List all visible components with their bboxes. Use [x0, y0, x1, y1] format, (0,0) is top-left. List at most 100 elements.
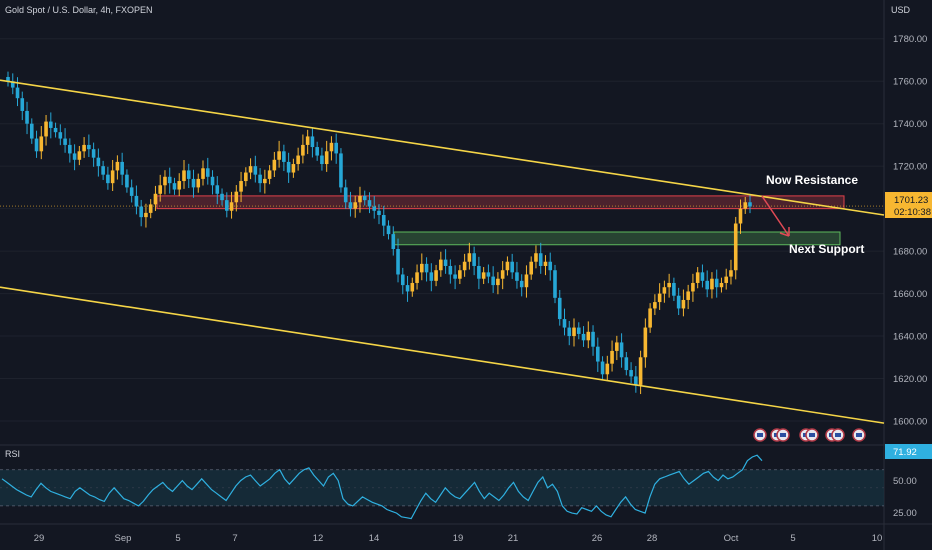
candle-body [700, 272, 705, 281]
support-label[interactable]: Next Support [789, 242, 864, 256]
countdown-value: 02:10:38 [894, 207, 931, 218]
event-flag-stripe [809, 433, 815, 437]
candle-body [448, 265, 453, 275]
candle-body [524, 274, 529, 288]
price-tick-label: 1740.00 [893, 119, 927, 130]
rsi-tick-25: 25.00 [893, 508, 917, 519]
channel-upper-line[interactable] [0, 79, 885, 216]
candle-body [400, 274, 405, 286]
rsi-value-badge-bg [885, 444, 932, 459]
candle-body [591, 331, 595, 347]
candle-body [610, 350, 614, 364]
candle-body [196, 178, 201, 188]
candle-body [481, 272, 486, 279]
candle-body [714, 278, 719, 288]
candle-body [496, 278, 500, 286]
candle-body [115, 161, 120, 171]
candle-body [358, 195, 362, 203]
candle-body [182, 170, 186, 182]
candle-body [615, 342, 619, 351]
candle-body [234, 191, 239, 203]
candle-body [362, 195, 367, 201]
candle-body [329, 142, 334, 152]
candle-body [310, 136, 315, 148]
price-tick-label: 1680.00 [893, 247, 927, 258]
projection-arrow[interactable] [761, 195, 790, 237]
candle-body [586, 331, 591, 341]
event-flag-icon[interactable] [799, 428, 819, 442]
candle-body [381, 215, 386, 226]
candle-body [443, 259, 448, 266]
candle-body [34, 138, 39, 152]
candle-body [101, 166, 105, 175]
candle-body [224, 200, 229, 211]
candle-body [534, 253, 538, 262]
candle-body [619, 342, 624, 358]
candle-body [44, 121, 48, 137]
event-flag-icon[interactable] [753, 428, 767, 442]
rsi-value: 71.92 [893, 447, 917, 458]
candle-body [91, 149, 96, 158]
candle-body [543, 261, 548, 266]
candle-body [624, 357, 629, 371]
time-axis-label: 10 [872, 533, 883, 544]
candle-body [738, 208, 743, 224]
candle-body [672, 282, 676, 296]
candle-body [129, 187, 134, 196]
candle-body [348, 202, 353, 209]
candle-body [15, 87, 20, 99]
candle-body [705, 280, 709, 290]
candle-body [386, 225, 391, 235]
time-axis-label: 5 [790, 533, 795, 544]
last-price-value: 1701.23 [894, 195, 928, 206]
rsi-line [1, 454, 763, 520]
candle-body [581, 333, 586, 341]
candle-body [410, 282, 415, 292]
resistance-label[interactable]: Now Resistance [766, 173, 858, 187]
event-flag-icon[interactable] [825, 428, 845, 442]
candle-body [420, 263, 424, 273]
event-flag-icon[interactable] [852, 428, 866, 442]
candle-body [595, 346, 600, 362]
time-axis-label: 5 [175, 533, 180, 544]
candle-body [291, 164, 296, 173]
candle-body [367, 200, 372, 207]
candle-body [320, 155, 324, 165]
candle-body [120, 161, 124, 175]
time-axis[interactable]: 29 Sep 5 7 12 14 19 21 26 28 Oct 5 10 [34, 533, 883, 544]
candle-body [748, 202, 752, 207]
candle-body [710, 278, 714, 290]
candle-body [72, 153, 77, 160]
candle-body [343, 187, 348, 203]
event-flag-icon[interactable] [770, 428, 790, 442]
candle-body [53, 127, 58, 133]
candle-body [39, 136, 44, 152]
candle-body [220, 193, 224, 201]
candle-body [272, 159, 277, 171]
candle-body [10, 81, 15, 88]
candle-body [205, 168, 210, 177]
candle-body [267, 170, 272, 179]
symbol-title: Gold Spot / U.S. Dollar, 4h, FXOPEN [5, 5, 153, 15]
candle-body [110, 170, 115, 184]
price-tick-label: 1660.00 [893, 289, 927, 300]
candle-body [144, 212, 148, 218]
candle-body [576, 327, 581, 334]
price-tick-label: 1780.00 [893, 34, 927, 45]
channel-lower-line[interactable] [0, 286, 885, 424]
candle-body [662, 287, 667, 294]
price-tick-label: 1620.00 [893, 374, 927, 385]
candle-body [339, 153, 343, 188]
time-axis-label: 14 [369, 533, 380, 544]
economic-events[interactable] [753, 428, 866, 442]
candle-body [134, 195, 139, 207]
candle-body [638, 357, 643, 385]
candle-body [63, 138, 67, 145]
arrow-shaft [761, 195, 790, 237]
candle-body [605, 363, 610, 375]
time-axis-label: 19 [453, 533, 464, 544]
candle-body [153, 193, 158, 205]
candle-body [25, 110, 29, 124]
